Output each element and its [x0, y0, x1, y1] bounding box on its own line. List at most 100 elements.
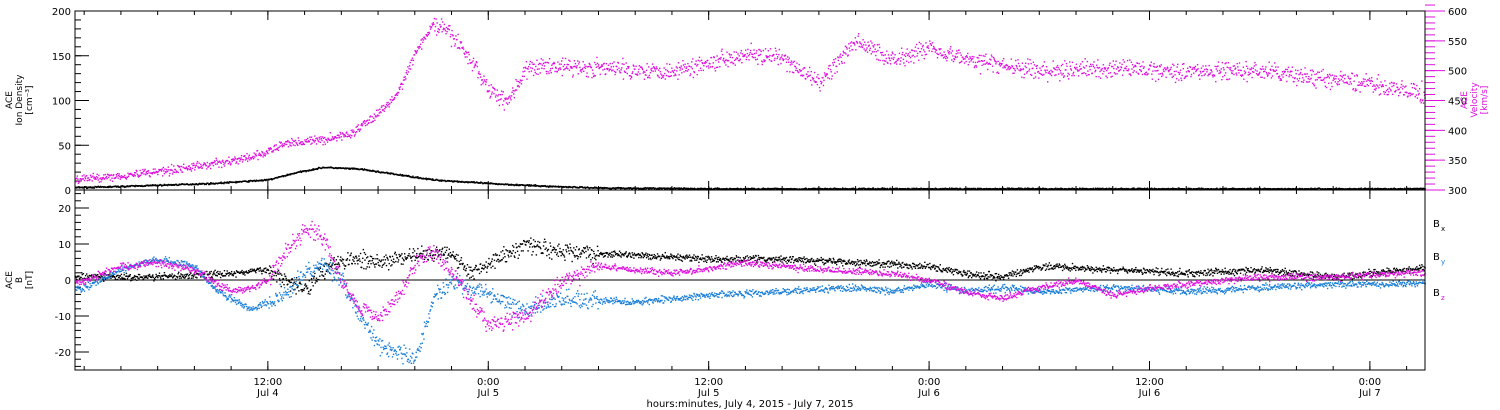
velocity-point — [160, 170, 163, 172]
velocity-point — [515, 89, 518, 91]
velocity-point — [94, 178, 96, 180]
velocity-point — [139, 169, 141, 172]
velocity-point — [935, 49, 938, 52]
density-point — [684, 188, 687, 190]
velocity-point — [78, 180, 81, 183]
velocity-point — [486, 90, 489, 93]
velocity-point — [422, 41, 424, 43]
velocity-point — [1017, 62, 1020, 65]
velocity-point — [358, 128, 360, 130]
velocity-point — [986, 68, 989, 71]
velocity-point — [966, 55, 968, 57]
velocity-point — [233, 158, 235, 160]
velocity-point — [1167, 69, 1170, 72]
velocity-point — [724, 62, 726, 64]
velocity-point — [104, 173, 107, 176]
velocity-point — [580, 71, 583, 73]
velocity-point — [259, 153, 261, 155]
velocity-point — [1173, 70, 1176, 73]
velocity-point — [574, 65, 576, 68]
density-point — [934, 188, 936, 190]
velocity-point — [832, 62, 834, 64]
velocity-point — [434, 25, 437, 28]
velocity-point — [826, 73, 828, 75]
velocity-point — [135, 169, 138, 172]
density-point — [1014, 188, 1016, 191]
velocity-point — [667, 71, 670, 73]
velocity-point — [773, 59, 776, 62]
velocity-point — [1088, 73, 1090, 76]
velocity-point — [877, 49, 879, 52]
velocity-point — [1149, 64, 1151, 66]
density-point — [1059, 188, 1061, 190]
velocity-point — [643, 70, 645, 73]
velocity-point — [909, 56, 912, 59]
velocity-point — [874, 48, 876, 50]
density-point — [401, 174, 403, 177]
velocity-point — [1219, 72, 1221, 74]
velocity-point — [1123, 69, 1125, 72]
velocity-point — [1109, 62, 1111, 64]
velocity-point — [242, 159, 244, 161]
velocity-point — [829, 68, 832, 71]
velocity-point — [878, 46, 881, 49]
velocity-point — [1239, 69, 1241, 71]
velocity-point — [559, 68, 562, 71]
velocity-point — [559, 67, 561, 69]
velocity-point — [474, 63, 476, 65]
velocity-point — [801, 74, 803, 76]
density-point — [687, 188, 689, 190]
density-point — [672, 188, 675, 190]
density-point — [106, 186, 109, 188]
velocity-point — [359, 128, 362, 130]
density-point — [872, 187, 875, 190]
density-point — [473, 180, 475, 183]
velocity-point — [954, 55, 956, 58]
velocity-point — [800, 74, 802, 77]
velocity-point — [1270, 69, 1272, 71]
velocity-point — [1040, 69, 1042, 72]
velocity-point — [966, 56, 968, 58]
velocity-point — [82, 178, 85, 180]
velocity-point — [1156, 65, 1159, 68]
velocity-point — [106, 177, 108, 180]
velocity-point — [720, 56, 722, 59]
velocity-point — [1134, 64, 1137, 67]
velocity-point — [1169, 73, 1171, 75]
velocity-point — [1071, 61, 1074, 64]
velocity-point — [1242, 74, 1244, 77]
velocity-point — [641, 67, 643, 70]
velocity-point — [97, 177, 99, 179]
velocity-point — [588, 62, 590, 65]
velocity-point — [537, 73, 539, 76]
velocity-point — [678, 66, 681, 69]
velocity-point — [831, 78, 833, 80]
density-point — [389, 173, 392, 175]
velocity-point — [1109, 72, 1112, 74]
velocity-point — [1233, 65, 1236, 67]
velocity-point — [406, 73, 409, 75]
velocity-point — [503, 100, 505, 102]
velocity-point — [651, 67, 653, 69]
velocity-point — [1103, 70, 1105, 73]
density-point — [1324, 187, 1327, 190]
density-point — [392, 172, 394, 175]
velocity-point — [465, 52, 468, 54]
velocity-point — [524, 70, 526, 72]
velocity-point — [584, 64, 586, 66]
velocity-point — [475, 64, 477, 66]
velocity-point — [1162, 74, 1164, 76]
velocity-point — [193, 164, 195, 166]
velocity-point — [222, 159, 224, 162]
velocity-point — [865, 49, 868, 51]
velocity-point — [632, 64, 635, 66]
velocity-point — [930, 44, 933, 46]
velocity-point — [886, 61, 889, 64]
velocity-point — [702, 62, 704, 65]
velocity-point — [248, 156, 250, 158]
density-point — [417, 176, 419, 178]
velocity-point — [719, 58, 722, 60]
velocity-point — [890, 54, 892, 56]
density-point — [1259, 187, 1262, 190]
velocity-point — [568, 59, 570, 61]
